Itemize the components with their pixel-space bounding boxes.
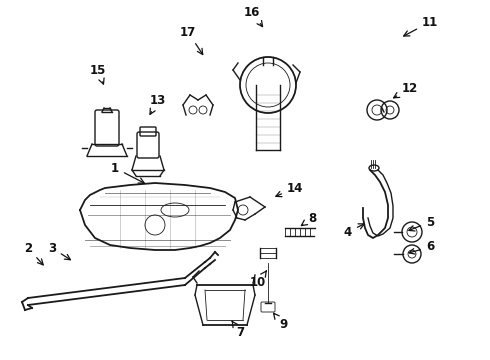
Text: 2: 2 [24,242,43,265]
Text: 4: 4 [344,224,364,238]
Text: 16: 16 [244,5,263,27]
Text: 8: 8 [301,211,316,226]
Text: 17: 17 [180,26,203,54]
Text: 7: 7 [232,321,244,339]
Text: 15: 15 [90,63,106,84]
Text: 1: 1 [111,162,144,183]
Text: 6: 6 [409,240,434,254]
Text: 13: 13 [150,94,166,114]
Text: 14: 14 [276,181,303,197]
Text: 3: 3 [48,242,71,260]
Text: 10: 10 [250,271,267,289]
Text: 11: 11 [404,15,438,36]
Text: 12: 12 [393,81,418,98]
Text: 9: 9 [273,313,287,332]
Text: 5: 5 [409,216,434,231]
